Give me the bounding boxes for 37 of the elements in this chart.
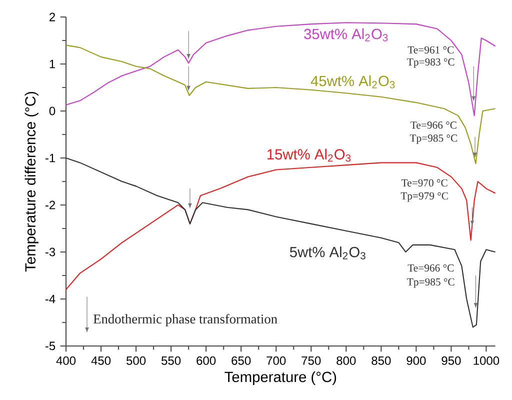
x-tick-label: 500 <box>126 356 146 365</box>
x-tick-label: 450 <box>91 356 111 365</box>
y-axis-title: Temperature difference (°C) <box>24 92 38 272</box>
y-tick-label: -2 <box>45 200 55 210</box>
annotation: Te=966 °C <box>408 264 454 272</box>
series-label: 35wt% Al$_{2}$O$_{3}$ <box>304 28 388 42</box>
x-tick-label: 700 <box>266 356 286 365</box>
x-tick-label: 900 <box>406 356 426 365</box>
y-tick-label: 1 <box>50 60 56 68</box>
y-tick-label: -1 <box>45 154 56 162</box>
annotation: Tp=985 °C <box>407 278 454 288</box>
x-tick-label: 550 <box>162 356 181 365</box>
x-tick-label: 650 <box>232 356 251 365</box>
y-tick-label: -4 <box>45 294 56 304</box>
annotation: Tp=979 °C <box>400 192 448 202</box>
line-series <box>65 22 496 116</box>
x-tick-label: 950 <box>442 356 461 365</box>
annotation: Te=970 °C <box>401 179 448 187</box>
x-tick-label: 800 <box>336 356 356 365</box>
x-tick-label: 400 <box>56 356 76 365</box>
series-label: 45wt% Al$_{2}$O$_{3}$ <box>310 75 395 88</box>
annotation: Te=966 °C <box>410 122 456 129</box>
x-tick-label: 600 <box>196 356 216 365</box>
annotation: Tp=985 °C <box>410 134 458 144</box>
x-tick-label: 850 <box>372 356 391 365</box>
x-tick-label: 1000 <box>474 356 500 365</box>
annotation: Te=961 °C <box>408 46 454 54</box>
y-tick-label: 0 <box>49 106 56 116</box>
x-tick-label: 750 <box>302 356 321 365</box>
x-axis-title: Temperature (°C) <box>224 371 336 386</box>
series-label: 15wt% Al$_{2}$O$_{3}$ <box>267 148 351 162</box>
annotation: Tp=983 °C <box>407 58 454 68</box>
y-tick-label: -5 <box>45 342 56 350</box>
series-label: 5wt% Al$_{2}$O$_{3}$ <box>290 246 366 260</box>
y-tick-label: 2 <box>50 12 55 22</box>
annotation: Endothermic phase transformation <box>94 314 278 326</box>
y-tick-label: -3 <box>45 248 56 256</box>
